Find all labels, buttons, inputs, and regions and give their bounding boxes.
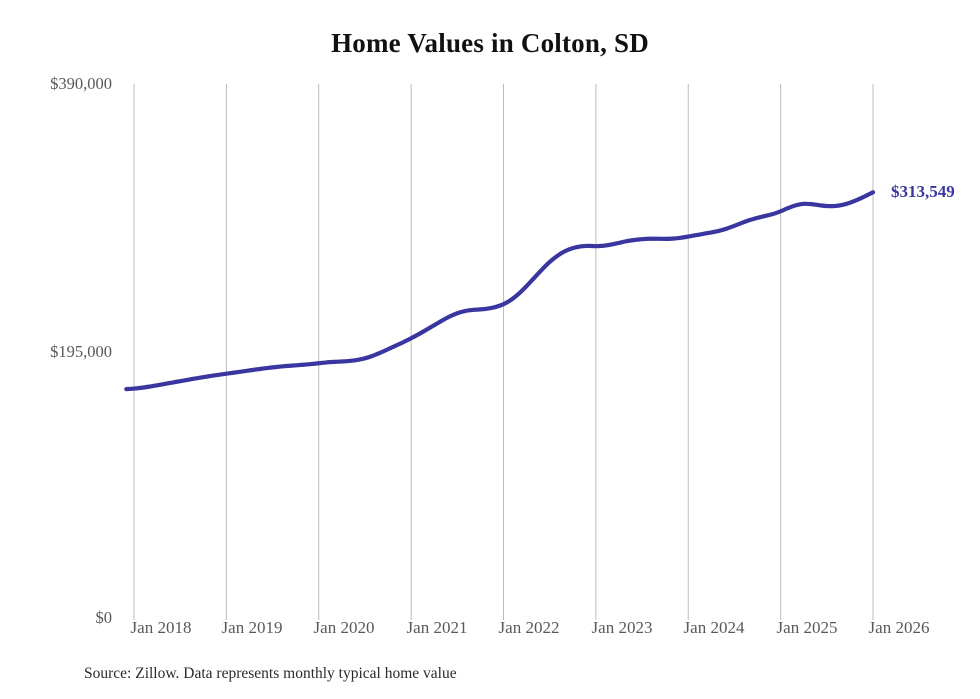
x-tick-label: Jan 2020 [313,618,375,637]
y-tick-label: $195,000 [50,342,112,361]
x-tick-label: Jan 2024 [683,618,745,637]
source-note: Source: Zillow. Data represents monthly … [84,665,457,682]
end-value-label: $313,549 [891,182,955,202]
x-tick-label: Jan 2025 [776,618,838,637]
x-tick-label: Jan 2023 [591,618,653,637]
x-tick-label: Jan 2019 [221,618,283,637]
x-tick-label: Jan 2022 [498,618,560,637]
data-line-series [124,190,876,392]
x-tick-label: Jan 2021 [406,618,468,637]
x-tick-label: Jan 2026 [868,618,930,637]
chart-title: Home Values in Colton, SD [331,28,649,58]
x-tick-label: Jan 2018 [130,618,192,637]
y-tick-label: $390,000 [50,74,112,93]
gridlines-group [133,84,874,620]
y-tick-label: $0 [95,608,113,627]
